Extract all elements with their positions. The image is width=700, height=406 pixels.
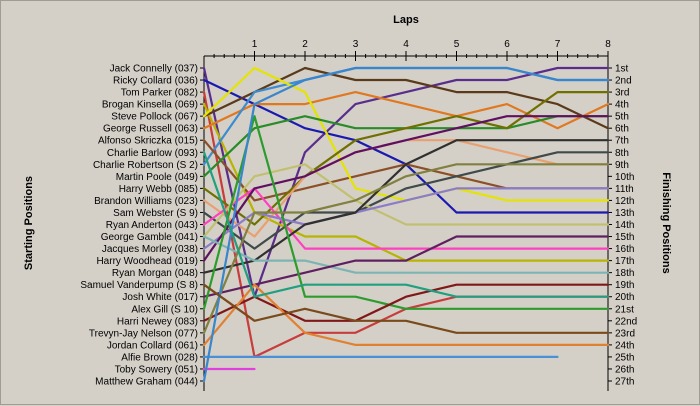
starting-position-label: Brandon Williams (023)	[94, 196, 198, 207]
finishing-position-label: 4th	[615, 100, 629, 111]
finishing-position-label: 10th	[615, 172, 634, 183]
starting-position-label: Charlie Robertson (S 2)	[93, 160, 198, 171]
finishing-position-label: 26th	[615, 364, 634, 375]
series-line	[202, 115, 610, 262]
x-tick-label: 6	[504, 39, 510, 50]
series-line	[202, 151, 610, 298]
series-line	[202, 235, 610, 274]
starting-position-label: Alex Gill (S 10)	[131, 304, 198, 315]
finishing-position-label: 5th	[615, 112, 629, 123]
series-line	[202, 66, 610, 383]
starting-position-label: Ryan Morgan (048)	[112, 268, 198, 279]
starting-position-label: Harri Newey (083)	[117, 316, 198, 327]
finishing-position-label: 16th	[615, 244, 634, 255]
finishing-position-label: 19th	[615, 280, 634, 291]
series-line	[202, 91, 610, 130]
starting-position-label: Jordan Collard (061)	[107, 340, 198, 351]
x-tick-label: 8	[605, 39, 611, 50]
finishing-position-label: 18th	[615, 268, 634, 279]
series-line	[202, 115, 610, 178]
x-tick-label: 1	[252, 39, 258, 50]
starting-position-label: Alfonso Skriczka (015)	[98, 136, 198, 147]
starting-position-label: Tom Parker (082)	[121, 88, 198, 99]
series-line	[202, 91, 610, 226]
finishing-position-label: 11th	[615, 184, 634, 195]
y-axis-label-right: Finishing Positions	[660, 172, 672, 273]
finishing-position-label: 27th	[615, 377, 634, 388]
series-line	[202, 283, 610, 334]
starting-position-label: Josh White (017)	[122, 292, 198, 303]
starting-position-label: George Russell (063)	[103, 124, 198, 135]
finishing-position-label: 3rd	[615, 88, 629, 99]
starting-position-label: Charlie Barlow (093)	[107, 148, 198, 159]
starting-position-label: Samuel Vanderpump (S 8)	[80, 280, 198, 291]
finishing-position-label: 8th	[615, 148, 629, 159]
finishing-position-label: 17th	[615, 256, 634, 267]
starting-position-label: Martin Poole (049)	[116, 172, 198, 183]
series-line	[202, 187, 610, 250]
finishing-position-label: 7th	[615, 136, 629, 147]
finishing-position-label: 6th	[615, 124, 629, 135]
starting-position-label: Alfie Brown (028)	[121, 352, 198, 363]
series-line	[202, 151, 610, 250]
finishing-position-label: 14th	[615, 220, 634, 231]
starting-position-label: Harry Woodhead (019)	[96, 256, 198, 267]
series-line	[202, 283, 610, 346]
finishing-position-label: 23rd	[615, 328, 635, 339]
finishing-position-label: 24th	[615, 340, 634, 351]
starting-position-label: Ryan Anderton (043)	[106, 220, 198, 231]
starting-position-label: Brogan Kinsella (069)	[102, 100, 198, 111]
starting-position-label: Ricky Collard (036)	[113, 76, 198, 87]
y-axis-label-left: Starting Positions	[23, 176, 35, 270]
finishing-position-label: 20th	[615, 292, 634, 303]
starting-position-label: Steve Pollock (067)	[111, 112, 198, 123]
starting-position-label: Toby Sowery (051)	[115, 364, 198, 375]
finishing-position-label: 13th	[615, 208, 634, 219]
chart-title: Laps	[393, 14, 419, 26]
series-line	[202, 139, 610, 274]
finishing-position-label: 25th	[615, 352, 634, 363]
x-tick-label: 2	[302, 39, 308, 50]
series-line	[202, 66, 610, 130]
series-line	[202, 187, 610, 250]
x-tick-label: 5	[454, 39, 460, 50]
x-tick-label: 7	[555, 39, 561, 50]
series-line	[202, 235, 610, 298]
finishing-position-label: 15th	[615, 232, 634, 243]
starting-position-label: Jacques Morley (038)	[102, 244, 198, 255]
starting-position-label: Matthew Graham (044)	[95, 377, 198, 388]
finishing-position-label: 9th	[615, 160, 629, 171]
finishing-position-label: 22nd	[615, 316, 637, 327]
finishing-position-label: 2nd	[615, 76, 632, 87]
starting-position-label: Harry Webb (085)	[119, 184, 198, 195]
starting-position-label: George Gamble (041)	[101, 232, 198, 243]
finishing-position-label: 21st	[615, 304, 634, 315]
starting-position-label: Sam Webster (S 9)	[113, 208, 198, 219]
starting-position-label: Jack Connelly (037)	[110, 64, 198, 75]
starting-position-label: Trevyn-Jay Nelson (077)	[89, 328, 198, 339]
x-tick-label: 4	[403, 39, 409, 50]
finishing-position-label: 12th	[615, 196, 634, 207]
series-line	[202, 115, 610, 310]
finishing-position-label: 1st	[615, 64, 629, 75]
plot-area: 1 2 3 4 5 6 7 8 Jack Connelly (037)Ricky Collard…	[80, 39, 637, 391]
series-line	[202, 163, 610, 334]
x-tick-label: 3	[353, 39, 359, 50]
series-line	[202, 283, 610, 322]
